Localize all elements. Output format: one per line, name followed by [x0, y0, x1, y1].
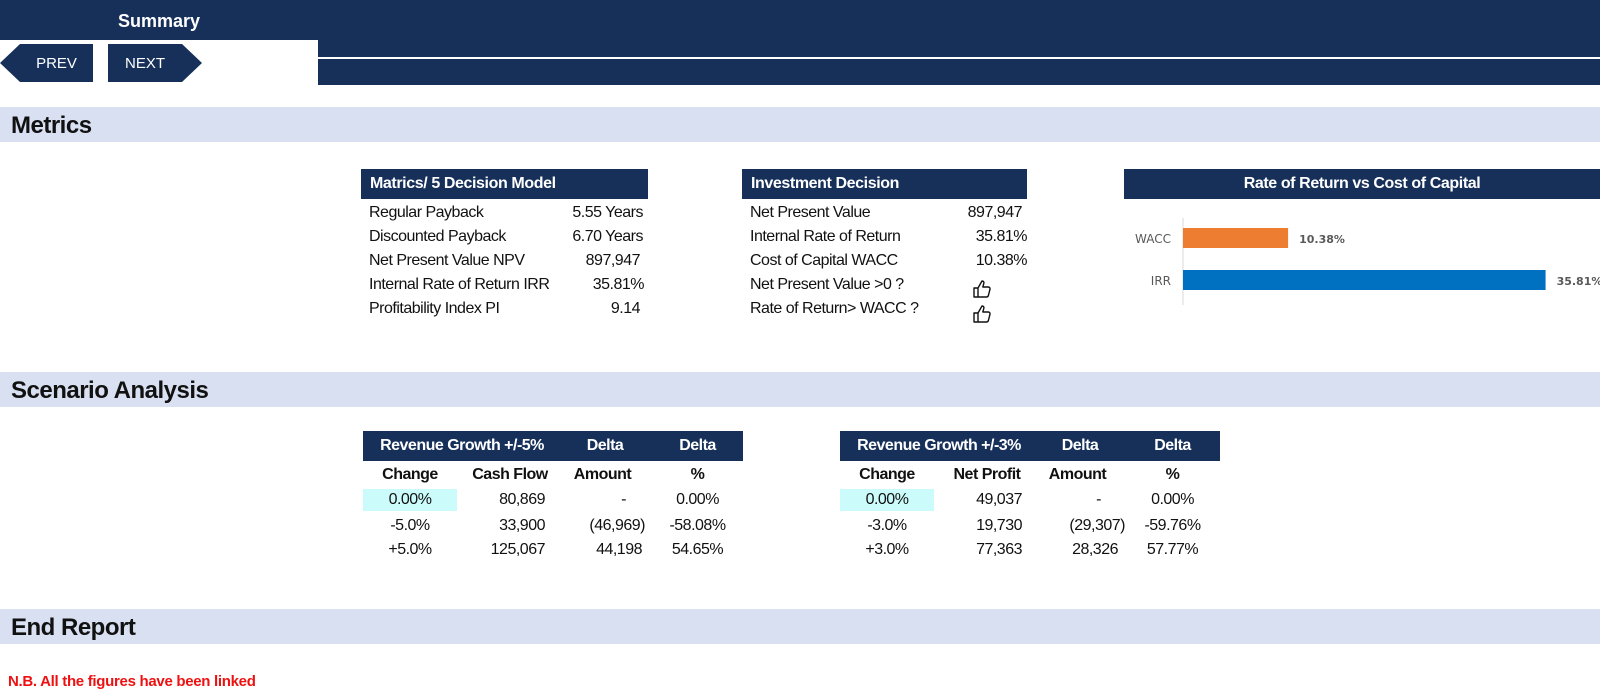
table-cell: 0.00% — [676, 491, 719, 508]
section-title: Metrics — [11, 112, 92, 139]
table-cell: 0.00% — [1151, 491, 1194, 508]
highlight-cell — [840, 489, 934, 511]
chart-title: Rate of Return vs Cost of Capital — [1124, 169, 1600, 199]
table-cell: 54.65% — [671, 541, 724, 558]
table-cell: - — [621, 491, 626, 508]
metrics-value: 35.81% — [592, 276, 645, 293]
section-title: Scenario Analysis — [11, 377, 209, 404]
section-metrics: Metrics — [0, 107, 1600, 142]
investment-label: Internal Rate of Return — [750, 228, 901, 245]
rate-of-return-chart: WACC 10.38% IRR 35.81% — [1135, 218, 1600, 305]
table-cell: 33,900 — [499, 517, 545, 534]
table-cell: 49,037 — [976, 491, 1022, 508]
table-header-row — [840, 431, 1220, 461]
table-cell: +5.0% — [388, 541, 432, 558]
metrics-value: 5.55 Years — [572, 204, 643, 221]
footnote: N.B. All the figures have been linked — [8, 673, 256, 690]
column-header: Revenue Growth +/-5% — [380, 437, 544, 454]
investment-value: 35.81% — [975, 228, 1028, 245]
investment-label: Rate of Return> WACC ? — [750, 300, 919, 317]
top-banner: Summary — [0, 0, 1600, 40]
column-header: Revenue Growth +/-3% — [857, 437, 1021, 454]
metrics-label: Discounted Payback — [369, 228, 506, 245]
column-subheader: Change — [859, 466, 915, 483]
column-subheader: Change — [382, 466, 438, 483]
banner-bar — [318, 40, 1600, 57]
investment-table-header: Investment Decision — [742, 169, 1027, 199]
banner-bar-lower — [318, 59, 1600, 85]
next-button[interactable]: NEXT — [108, 44, 202, 82]
metrics-value: 897,947 — [585, 252, 641, 269]
investment-value: 10.38% — [975, 252, 1028, 269]
table-cell: -58.08% — [669, 517, 726, 534]
column-header: Delta — [679, 437, 716, 454]
table-cell: 125,067 — [490, 541, 546, 558]
table-cell: 19,730 — [976, 517, 1022, 534]
investment-label: Net Present Value — [750, 204, 871, 221]
table-cell: 28,326 — [1072, 541, 1118, 558]
table-cell: 0.00% — [865, 491, 909, 508]
investment-value: 897,947 — [967, 204, 1023, 221]
metrics-label: Profitability Index PI — [369, 300, 500, 317]
section-end-report: End Report — [0, 609, 1600, 644]
page-title: Summary — [118, 11, 201, 31]
table-cell: -59.76% — [1144, 517, 1201, 534]
column-subheader: % — [1165, 466, 1180, 483]
chart-data-label: 35.81% — [1557, 275, 1600, 288]
investment-label: Cost of Capital WACC — [750, 252, 898, 269]
column-subheader: Amount — [573, 466, 632, 483]
section-scenario-analysis: Scenario Analysis — [0, 372, 1600, 407]
table-cell: 77,363 — [976, 541, 1022, 558]
banner-divider — [318, 57, 1600, 59]
metrics-label: Internal Rate of Return IRR — [369, 276, 550, 293]
metrics-label: Net Present Value NPV — [369, 252, 525, 269]
highlight-cell — [363, 489, 457, 511]
table-cell: - — [1096, 491, 1101, 508]
column-subheader: Amount — [1048, 466, 1107, 483]
thumbs-up-icon — [973, 280, 991, 298]
metrics-label: Regular Payback — [369, 204, 484, 221]
metrics-value: 6.70 Years — [572, 228, 643, 245]
chart-bar-wacc — [1183, 228, 1289, 248]
table-cell: 0.00% — [388, 491, 432, 508]
table-cell: -3.0% — [867, 517, 907, 534]
column-subheader: Cash Flow — [472, 466, 548, 483]
table-cell: 57.77% — [1146, 541, 1199, 558]
column-subheader: % — [690, 466, 705, 483]
prev-button[interactable]: PREV — [0, 44, 93, 82]
section-title: End Report — [11, 614, 136, 641]
table-cell: 44,198 — [596, 541, 642, 558]
thumbs-up-icon — [973, 305, 991, 323]
table-header-row — [363, 431, 743, 461]
metrics-value: 9.14 — [610, 300, 641, 317]
column-header: Delta — [586, 437, 624, 454]
table-cell: (29,307) — [1069, 517, 1125, 534]
table-cell: +3.0% — [865, 541, 909, 558]
chart-category-label: IRR — [1151, 274, 1171, 288]
chart-data-label: 10.38% — [1299, 233, 1345, 246]
chart-category-label: WACC — [1135, 232, 1171, 246]
chart-bar-irr — [1183, 270, 1546, 290]
table-cell: (46,969) — [589, 517, 645, 534]
metrics-table-header: Matrics/ 5 Decision Model — [361, 169, 648, 199]
table-cell: 80,869 — [499, 491, 545, 508]
column-subheader: Net Profit — [953, 466, 1022, 483]
column-header: Delta — [1061, 437, 1099, 454]
table-cell: -5.0% — [390, 517, 430, 534]
investment-label: Net Present Value >0 ? — [750, 276, 904, 293]
column-header: Delta — [1154, 437, 1191, 454]
